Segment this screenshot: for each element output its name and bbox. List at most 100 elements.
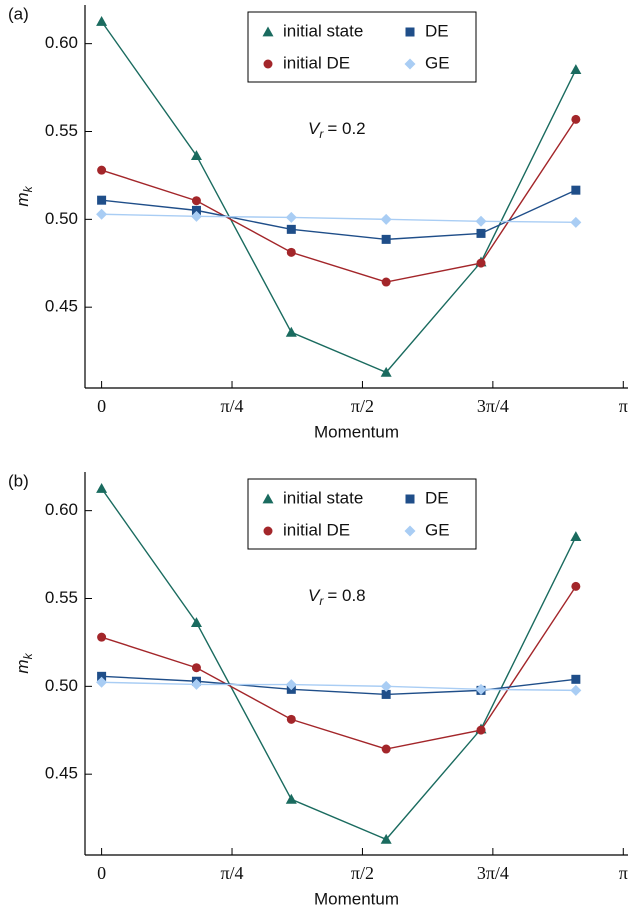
legend-label: initial state [283,488,363,507]
marker [571,581,581,591]
series-line [101,189,577,241]
legend-marker [405,27,415,37]
marker [285,211,297,223]
marker [381,689,391,699]
marker [571,114,581,124]
y-tick-label: 0.45 [45,764,78,783]
marker [476,258,486,268]
legend-marker [263,59,273,69]
marker [380,213,392,225]
legend-box [247,11,477,83]
marker [190,210,202,222]
y-tick-label: 0.60 [45,33,78,52]
x-tick-label: π/2 [351,863,374,883]
marker [571,185,581,195]
legend-marker [404,58,416,70]
series-line [101,488,577,841]
legend-marker [263,526,273,536]
marker [96,208,108,220]
marker [476,228,486,238]
marker [380,833,392,844]
marker [286,714,296,724]
panel-label: (b) [8,471,29,490]
y-tick-label: 0.45 [45,297,78,316]
x-tick-label: 3π/4 [477,396,509,416]
x-tick-label: π [619,863,628,883]
marker [285,793,297,804]
series-line [101,675,576,696]
y-axis-label-symbol: m [13,192,32,206]
marker [381,277,391,287]
y-tick-label: 0.50 [45,676,78,695]
marker [97,671,107,681]
x-tick-label: π [619,396,628,416]
annotation-subscript: r [319,594,324,608]
marker [96,483,108,493]
marker [570,684,582,696]
x-tick-label: π/4 [220,863,243,883]
panel-label: (a) [8,4,29,23]
legend-marker [262,493,274,504]
marker [286,224,296,234]
y-axis-label: mk [13,185,35,206]
marker [190,150,202,160]
y-tick-label: 0.50 [45,209,78,228]
marker [96,16,108,26]
marker [191,196,201,206]
marker [285,326,297,337]
marker [97,165,107,175]
y-tick-label: 0.55 [45,588,78,607]
y-axis-label-symbol: m [13,659,32,673]
marker [570,64,582,75]
legend-label: GE [425,53,450,72]
series-line [101,118,577,283]
marker [571,674,581,684]
annotation: Vr = 0.8 [308,586,366,608]
x-tick-label: 0 [97,863,106,883]
legend-label: initial state [283,21,363,40]
legend-marker [405,494,415,504]
x-tick-label: 3π/4 [477,863,509,883]
marker [381,744,391,754]
y-tick-label: 0.55 [45,121,78,140]
legend-label: GE [425,520,450,539]
marker [191,205,201,215]
x-tick-label: π/2 [351,396,374,416]
marker [570,216,582,228]
marker [570,531,582,542]
marker [190,678,202,690]
marker [380,366,392,377]
series-line [101,213,576,224]
annotation-symbol: V [308,586,321,605]
series-line [101,681,576,692]
annotation-subscript: r [319,127,324,141]
legend-marker [262,26,274,37]
legend-label: DE [425,488,449,507]
legend-label: DE [425,21,449,40]
x-tick-label: 0 [97,396,106,416]
series-line [101,21,577,374]
marker [191,663,201,673]
legend-box [247,478,477,550]
x-axis-label: Momentum [314,422,399,441]
marker [286,247,296,257]
legend-label: initial DE [283,53,350,72]
annotation: Vr = 0.2 [308,119,366,141]
series-line [101,585,577,750]
annotation-symbol: V [308,119,321,138]
y-axis-label-subscript: k [21,652,35,659]
marker [96,676,108,688]
marker [97,195,107,205]
marker [381,234,391,244]
annotation-text: = 0.2 [327,119,365,138]
x-tick-label: π/4 [220,396,243,416]
marker [285,679,297,691]
marker [476,725,486,735]
marker [380,680,392,692]
legend-label: initial DE [283,520,350,539]
annotation-text: = 0.8 [327,586,365,605]
legend-marker [404,525,416,537]
x-axis-label: Momentum [314,889,399,908]
marker [190,617,202,627]
